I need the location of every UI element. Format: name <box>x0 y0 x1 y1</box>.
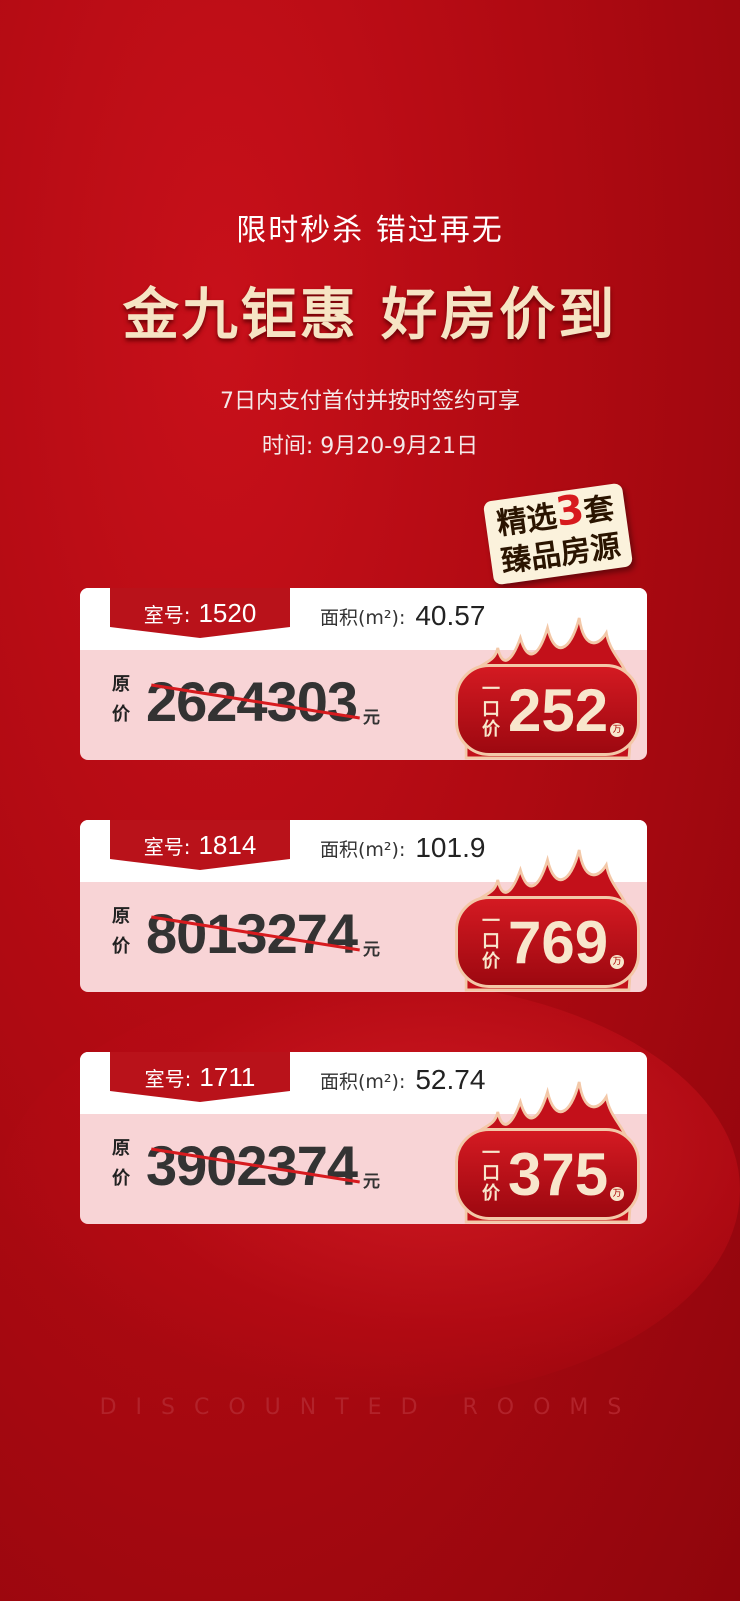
condition-text: 7日内支付首付并按时签约可享 <box>220 389 520 414</box>
time-text: 时间: 9月20-9月21日 <box>261 434 479 459</box>
deal-price-badge: 一口价 375 万 <box>455 1128 640 1220</box>
original-price-label: 原价 <box>112 670 134 730</box>
room-number: 1520 <box>198 597 257 628</box>
label-char: 价 <box>482 1183 500 1204</box>
yuan-unit: 元 <box>363 1172 381 1192</box>
label-char: 原 <box>112 674 130 695</box>
label-char: 一 <box>482 679 500 700</box>
room-tab: 室号: 1520 <box>110 588 290 638</box>
original-price-group: 2624303 元 <box>146 670 380 734</box>
subtitle: 限时秒杀 错过再无 <box>236 213 504 248</box>
deal-label: 一口价 <box>482 680 502 740</box>
deal-price: 375 <box>508 1140 609 1208</box>
deal-price-badge: 一口价 769 万 <box>455 896 640 988</box>
label-char: 价 <box>482 951 500 972</box>
page-title: 金九钜惠 好房价到 <box>122 283 618 348</box>
label-char: 价 <box>112 704 130 725</box>
room-tab: 室号: 1814 <box>110 820 290 870</box>
deal-label: 一口价 <box>482 1144 502 1204</box>
area-value: 52.74 <box>415 1064 486 1095</box>
room-label: 室号: <box>143 834 191 859</box>
label-char: 原 <box>112 906 130 927</box>
area-label: 面积(m²): <box>320 1070 406 1093</box>
wan-unit-icon: 万 <box>610 1187 625 1201</box>
wan-unit-icon: 万 <box>610 723 625 737</box>
area-label: 面积(m²): <box>320 838 406 861</box>
area-info: 面积(m²): 40.57 <box>320 600 485 632</box>
footer-text: DISCOUNTED ROOMS <box>99 1395 641 1420</box>
original-price-label: 原价 <box>112 902 134 962</box>
label-char: 一 <box>482 911 500 932</box>
deal-price-badge: 一口价 252 万 <box>455 664 640 756</box>
deal-price: 252 <box>508 676 609 744</box>
original-price-group: 8013274 元 <box>146 902 380 966</box>
area-value: 101.9 <box>415 832 486 863</box>
area-label: 面积(m²): <box>320 606 406 629</box>
wan-unit-icon: 万 <box>610 955 625 969</box>
label-char: 一 <box>482 1143 500 1164</box>
area-info: 面积(m²): 52.74 <box>320 1064 485 1096</box>
label-char: 口 <box>482 931 500 952</box>
original-price-group: 3902374 元 <box>146 1134 380 1198</box>
label-char: 口 <box>482 699 500 720</box>
yuan-unit: 元 <box>363 940 381 960</box>
card-header: 室号: 1520 面积(m²): 40.57 <box>80 588 647 650</box>
room-card[interactable]: 室号:1814 面积(m²):101.9 原价 8013274 元 一口价 76… <box>80 820 647 992</box>
room-tab: 室号: 1711 <box>110 1052 290 1102</box>
room-number: 1711 <box>199 1061 256 1092</box>
area-info: 面积(m²): 101.9 <box>320 832 485 864</box>
original-price-box: 2624303 <box>146 670 360 734</box>
room-card[interactable]: 室号:1711 面积(m²):52.74 原价 3902374 元 一口价 37… <box>80 1052 647 1224</box>
label-char: 价 <box>112 1168 130 1189</box>
room-label: 室号: <box>143 602 191 627</box>
yuan-unit: 元 <box>363 708 381 728</box>
room-card[interactable]: 室号:1520 面积(m²):40.57 原价 2624303 元 一口价 25… <box>80 588 647 760</box>
label-char: 口 <box>482 1163 500 1184</box>
deal-label: 一口价 <box>482 912 502 972</box>
card-header: 室号: 1711 面积(m²): 52.74 <box>80 1052 647 1114</box>
original-price-label: 原价 <box>112 1134 134 1194</box>
card-header: 室号: 1814 面积(m²): 101.9 <box>80 820 647 882</box>
sticker-text: 套 <box>581 491 617 530</box>
sticker-number: 3 <box>552 486 587 536</box>
label-char: 原 <box>112 1138 130 1159</box>
label-char: 价 <box>112 936 130 957</box>
original-price-box: 8013274 <box>146 902 360 966</box>
label-char: 价 <box>482 719 500 740</box>
sticker-text: 精选 <box>494 499 560 543</box>
deal-price: 769 <box>508 908 609 976</box>
original-price-box: 3902374 <box>146 1134 360 1198</box>
room-number: 1814 <box>198 829 257 860</box>
selection-sticker: 精选3套 臻品房源 <box>482 482 634 586</box>
area-value: 40.57 <box>415 600 486 631</box>
room-label: 室号: <box>144 1066 192 1091</box>
